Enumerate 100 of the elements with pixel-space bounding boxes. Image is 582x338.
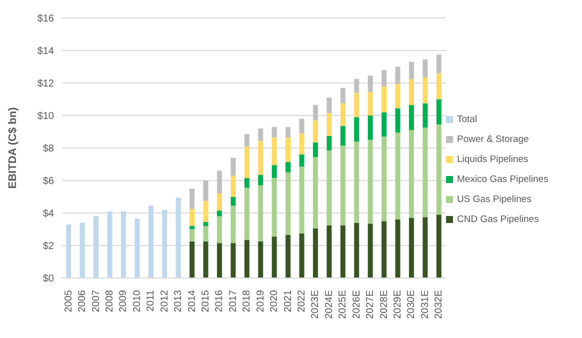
- bar: [203, 241, 208, 278]
- x-tick-label: 2021: [282, 290, 294, 312]
- bar: [272, 126, 277, 138]
- bar: [436, 124, 442, 215]
- bar: [395, 220, 400, 278]
- bar: [272, 137, 277, 166]
- x-tick-label: 2032E: [434, 290, 445, 319]
- bar: [286, 234, 291, 278]
- x-tick-label: 2014: [186, 290, 198, 312]
- x-tick-label: 2011: [146, 290, 157, 312]
- x-tick-label: 2020: [269, 290, 280, 312]
- bar: [408, 62, 414, 79]
- y-axis-title: EBITDA (C$ bn): [6, 106, 19, 189]
- bar: [216, 216, 222, 244]
- bar: [340, 126, 346, 146]
- bar: [244, 146, 250, 178]
- bar: [286, 137, 291, 162]
- y-tick-label: $12: [37, 78, 54, 90]
- bar: [368, 76, 373, 92]
- bar: [312, 156, 318, 228]
- bar: [395, 84, 400, 108]
- x-tick-label: 2008: [104, 290, 116, 312]
- bar: [354, 92, 360, 118]
- x-tick-label: 2018: [242, 290, 253, 312]
- bar: [312, 228, 318, 278]
- x-tick-label: 2013: [173, 290, 184, 312]
- y-tick-label: $4: [42, 208, 54, 220]
- bar: [436, 54, 442, 74]
- bar: [395, 108, 400, 133]
- bar: [272, 165, 277, 178]
- x-tick-label: 2006: [77, 290, 88, 312]
- x-tick-label: 2019: [255, 290, 266, 312]
- legend-label: CND Gas Pipelines: [457, 214, 539, 224]
- y-tick-label: $10: [37, 111, 54, 122]
- bar: [216, 170, 222, 194]
- bar: [312, 104, 318, 120]
- y-tick-label: $14: [37, 46, 54, 58]
- bar: [368, 224, 373, 278]
- x-tick-label: 2010: [132, 290, 143, 312]
- bar: [230, 206, 236, 244]
- bar: [120, 211, 126, 278]
- bar: [286, 172, 291, 235]
- bar: [382, 86, 387, 112]
- bar: [382, 136, 387, 222]
- bar: [244, 134, 250, 146]
- bar: [354, 117, 360, 142]
- bar: [258, 128, 264, 141]
- bar: [408, 104, 414, 130]
- bar: [203, 200, 208, 222]
- bar: [408, 218, 414, 278]
- x-tick-label: 2030E: [406, 290, 418, 319]
- x-tick-label: 2028E: [378, 290, 390, 319]
- bar: [354, 78, 360, 93]
- bar: [258, 241, 264, 278]
- y-tick-label: $6: [42, 176, 54, 188]
- bar: [326, 136, 332, 150]
- bar: [408, 78, 414, 105]
- y-tick-label: $0: [42, 274, 54, 285]
- bar: [340, 225, 346, 278]
- bar: [244, 188, 250, 240]
- bar: [107, 211, 112, 278]
- bar: [340, 88, 346, 104]
- bar: [286, 162, 291, 172]
- bar: [94, 216, 99, 278]
- bar: [326, 113, 332, 136]
- bar: [368, 92, 373, 116]
- bar: [190, 188, 195, 209]
- bar: [326, 225, 332, 278]
- bar: [286, 126, 291, 138]
- bar: [148, 206, 154, 278]
- x-tick-label: 2015: [200, 290, 212, 312]
- bar: [354, 142, 360, 223]
- x-tick-label: 2023E: [310, 290, 322, 319]
- bar: [368, 116, 373, 140]
- bar: [299, 133, 304, 154]
- bar: [382, 70, 387, 86]
- bar: [422, 217, 428, 278]
- bar: [216, 210, 222, 216]
- legend-label: US Gas Pipelines: [457, 194, 532, 204]
- x-tick-label: 2031E: [420, 290, 431, 319]
- bar: [326, 150, 332, 226]
- bar: [203, 180, 208, 201]
- bar: [244, 178, 250, 188]
- bar: [230, 176, 236, 197]
- bar: [436, 99, 442, 124]
- x-tick-label: 2027E: [365, 290, 376, 319]
- x-tick-label: 2029E: [392, 290, 404, 319]
- bar: [176, 198, 181, 278]
- x-tick-label: 2026E: [351, 290, 362, 319]
- bar: [272, 236, 277, 278]
- bar: [436, 73, 442, 100]
- legend-label: Liquids Pipelines: [457, 154, 528, 164]
- bar: [272, 178, 277, 237]
- bar: [299, 118, 304, 134]
- bar: [340, 146, 346, 226]
- x-tick-label: 2022: [296, 290, 308, 312]
- bar: [408, 130, 414, 218]
- bar: [244, 240, 250, 278]
- y-tick-label: $2: [42, 241, 54, 252]
- bar: [354, 222, 360, 278]
